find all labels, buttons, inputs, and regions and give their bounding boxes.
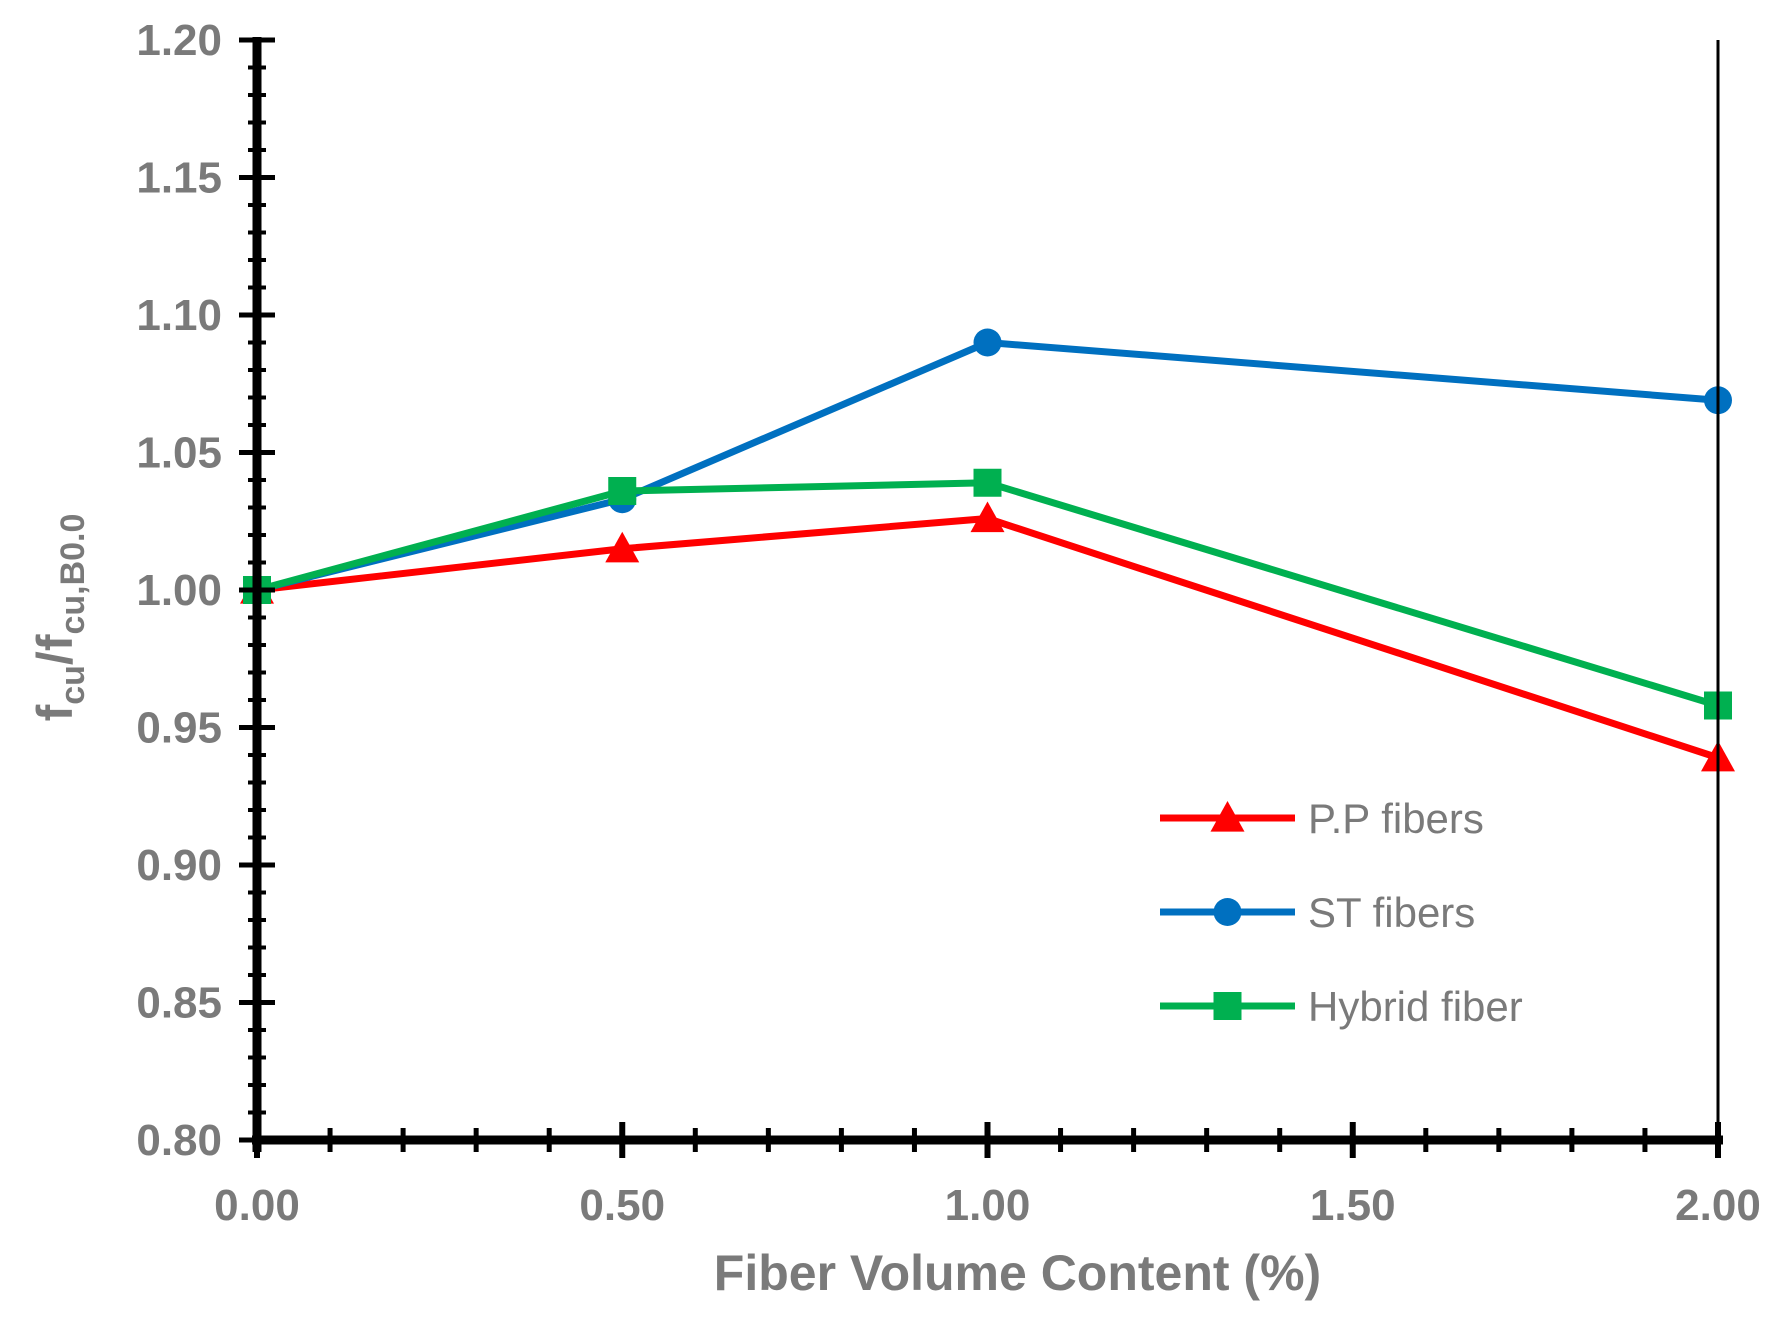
x-tick-label: 1.50 — [1310, 1181, 1396, 1230]
data-point — [973, 328, 1002, 357]
series-line — [256, 339, 1719, 594]
legend-marker — [1213, 898, 1242, 926]
y-title-subscript: cu — [54, 665, 92, 705]
data-point — [970, 501, 1005, 533]
series-line — [256, 515, 1720, 762]
y-title-text: /f — [27, 634, 83, 665]
legend-item: ST fibers — [1160, 889, 1475, 936]
y-title-subscript: cu,B0.0 — [54, 514, 92, 635]
axes — [239, 37, 1723, 1158]
series-st-fibers — [243, 328, 1732, 604]
legend-item: Hybrid fiber — [1160, 983, 1523, 1030]
y-tick-label: 0.80 — [136, 1116, 222, 1165]
legend-marker — [1213, 992, 1242, 1020]
x-axis-title: Fiber Volume Content (%) — [714, 1245, 1321, 1301]
x-tick-label: 0.00 — [214, 1181, 300, 1230]
tick-labels: 0.80 0.85 0.90 0.95 1.00 1.05 1.10 1.15 1.20 0.00… — [136, 16, 1760, 1230]
y-tick-label: 1.00 — [136, 566, 222, 615]
legend-label: Hybrid fiber — [1308, 983, 1523, 1030]
x-tick-label: 1.00 — [945, 1181, 1031, 1230]
series-line — [256, 479, 1720, 709]
legend-marker — [1210, 801, 1245, 832]
y-tick-label: 0.90 — [136, 841, 222, 890]
y-tick-label: 1.05 — [136, 429, 222, 478]
y-tick-label: 1.20 — [136, 16, 222, 65]
legend-item: P.P fibers — [1160, 795, 1484, 842]
y-tick-label: 1.10 — [136, 291, 222, 340]
data-point — [973, 468, 1002, 497]
data-point — [608, 477, 637, 505]
y-axis-title: fcu/fcu,B0.0 — [27, 514, 92, 722]
y-tick-label: 0.95 — [136, 704, 222, 753]
x-tick-label: 2.00 — [1675, 1181, 1761, 1230]
legend-label: ST fibers — [1308, 889, 1475, 936]
legend: P.P fibers ST fibers Hybrid fiber — [1160, 795, 1523, 1030]
series-layer — [240, 328, 1735, 772]
y-tick-label: 1.15 — [136, 154, 222, 203]
data-point — [605, 531, 640, 563]
y-title-text: f — [27, 704, 83, 721]
y-tick-label: 0.85 — [136, 979, 222, 1028]
x-tick-label: 0.50 — [579, 1181, 665, 1230]
legend-label: P.P fibers — [1308, 795, 1484, 842]
